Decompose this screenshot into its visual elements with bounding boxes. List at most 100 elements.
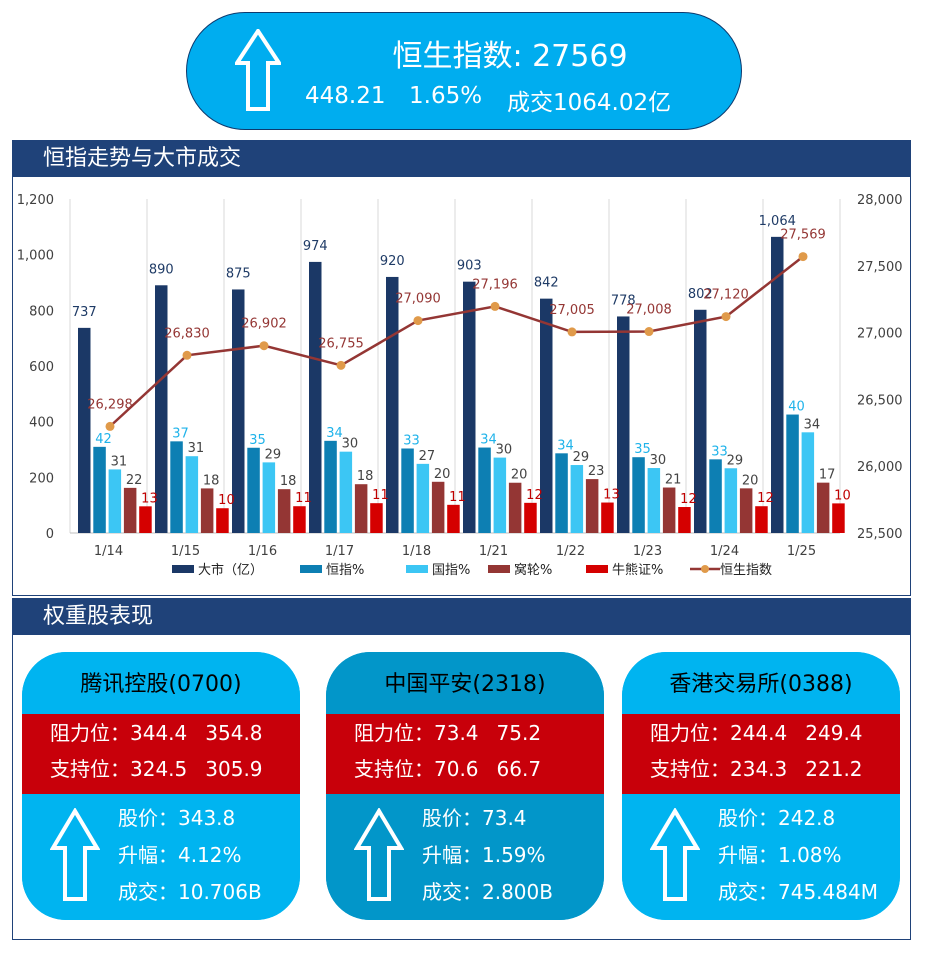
data-label: 18 (280, 474, 297, 489)
index-point (490, 301, 500, 311)
index-point (567, 327, 577, 337)
left-tick-label: 600 (29, 360, 54, 375)
index-label: 26,830 (164, 326, 210, 341)
weights-panel (12, 598, 911, 940)
levels-box: 阻力位：344.4 354.8 支持位：324.5 305.9 (22, 714, 300, 794)
index-change-pct: 1.65% (409, 83, 483, 109)
bar (247, 447, 260, 533)
category-label: 1/21 (479, 544, 508, 559)
bar (200, 488, 214, 533)
data-label: 20 (511, 468, 528, 483)
index-point (644, 327, 654, 337)
index-label: 27,120 (703, 288, 749, 303)
bar (570, 465, 584, 533)
support-2: 305.9 (205, 757, 263, 781)
support-label: 支持位： (50, 757, 130, 781)
bar (601, 502, 614, 533)
data-label: 34 (557, 438, 574, 453)
bar (632, 457, 645, 533)
bar (277, 489, 291, 533)
weights-section-title: 权重股表现 (13, 599, 911, 635)
data-label: 31 (111, 454, 128, 469)
up-arrow-icon (354, 808, 404, 901)
left-tick-label: 800 (29, 304, 54, 319)
stock-price: 股价：73.4 (422, 806, 527, 830)
category-label: 1/17 (325, 544, 354, 559)
bar (324, 440, 337, 533)
bar (155, 285, 168, 533)
bar (647, 468, 661, 533)
bar (262, 462, 276, 533)
bar (78, 327, 91, 533)
up-arrow-icon (50, 808, 100, 901)
index-label: 27,090 (395, 292, 441, 307)
data-label: 974 (303, 239, 328, 254)
index-line (109, 255, 804, 428)
bar (370, 503, 383, 533)
bar (555, 453, 568, 533)
data-label: 34 (480, 433, 497, 448)
bar (694, 309, 707, 533)
data-label: 11 (449, 490, 466, 505)
data-label: 20 (434, 467, 451, 482)
bar (617, 316, 630, 533)
resistance-1: 344.4 (130, 721, 188, 745)
resistance-2: 249.4 (805, 721, 863, 745)
data-label: 778 (611, 293, 636, 308)
stock-change: 升幅：1.59% (422, 843, 546, 867)
category-label: 1/22 (556, 544, 585, 559)
bar (801, 432, 815, 533)
legend-swatch (300, 565, 322, 573)
bar (93, 446, 106, 533)
bar (771, 236, 784, 533)
resistance-row: 阻力位：244.4 249.4 (622, 714, 900, 750)
resistance-1: 244.4 (730, 721, 788, 745)
right-tick-label: 26,000 (857, 460, 903, 475)
up-arrow-icon (650, 808, 700, 901)
data-label: 30 (496, 443, 513, 458)
bar (170, 441, 183, 533)
bar (108, 469, 122, 533)
trend-chart: 0 200 400 600 800 1,000 1,200 25,500 26,000 26,50… (17, 193, 903, 578)
bar (416, 463, 430, 533)
index-point (182, 350, 192, 360)
bar (139, 506, 152, 533)
stock-volume: 成交：745.484M (718, 880, 878, 904)
index-label: 27,569 (780, 228, 826, 243)
bar (662, 487, 676, 533)
right-tick-label: 26,500 (857, 393, 903, 408)
data-label: 890 (149, 262, 174, 277)
left-tick-label: 1,200 (17, 193, 54, 208)
stock-price: 股价：242.8 (718, 806, 836, 830)
index-point (798, 252, 808, 262)
bar (386, 276, 399, 533)
legend-label: 大市（亿） (198, 562, 263, 578)
category-label: 1/25 (787, 544, 816, 559)
legend-marker (701, 565, 709, 573)
bar (524, 502, 537, 533)
legend-swatch (586, 565, 608, 573)
support-1: 234.3 (730, 757, 788, 781)
index-label: 27,196 (472, 277, 518, 292)
right-tick-label: 25,500 (857, 527, 903, 542)
data-label: 40 (788, 400, 805, 415)
index-label: 27,005 (549, 303, 595, 318)
support-2: 221.2 (805, 757, 863, 781)
data-label: 737 (72, 305, 97, 320)
data-label: 27 (419, 449, 436, 464)
up-arrow-icon (235, 29, 281, 111)
resistance-label: 阻力位： (650, 721, 730, 745)
resistance-label: 阻力位： (50, 721, 130, 745)
data-label: 13 (603, 488, 620, 503)
data-label: 12 (526, 488, 543, 503)
support-1: 70.6 (434, 757, 479, 781)
data-label: 29 (573, 450, 590, 465)
bar (354, 484, 368, 533)
category-label: 1/18 (402, 544, 431, 559)
levels-box: 阻力位：73.4 75.2 支持位：70.6 66.7 (326, 714, 604, 794)
data-label: 17 (819, 468, 836, 483)
data-label: 31 (188, 441, 205, 456)
bar (678, 507, 691, 533)
data-label: 10 (834, 488, 851, 503)
category-label: 1/14 (94, 544, 123, 559)
